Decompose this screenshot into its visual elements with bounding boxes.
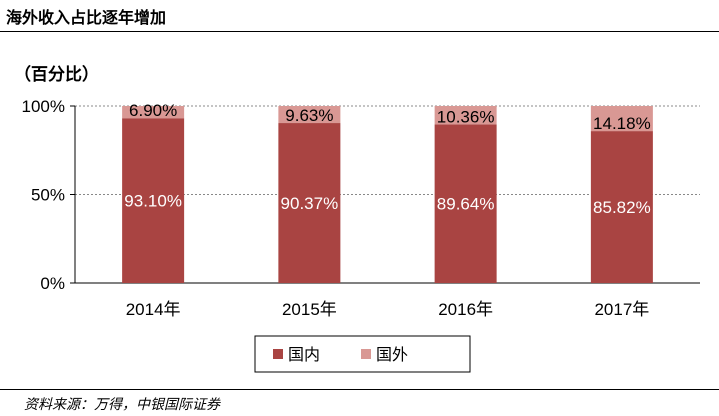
data-label: 9.63% xyxy=(285,106,333,125)
data-label: 6.90% xyxy=(129,101,177,120)
data-label: 89.64% xyxy=(437,195,495,214)
bar-overseas xyxy=(590,106,653,132)
data-label: 90.37% xyxy=(281,194,339,213)
legend-swatch-overseas xyxy=(361,349,371,359)
source-note: 资料来源：万得，中银国际证券 xyxy=(24,397,220,413)
unit-label: （百分比） xyxy=(14,65,99,85)
data-label: 85.82% xyxy=(593,198,651,217)
legend-label-overseas: 国外 xyxy=(376,345,408,364)
bar-domestic xyxy=(278,123,341,283)
x-tick-label: 2017年 xyxy=(594,300,649,319)
chart-title: 海外收入占比逐年增加 xyxy=(6,8,167,27)
bar-domestic xyxy=(122,118,185,283)
bar-domestic xyxy=(590,131,653,283)
bar-overseas xyxy=(122,106,185,119)
data-label: 14.18% xyxy=(593,114,651,133)
y-tick-label: 50% xyxy=(31,186,65,205)
bar-domestic xyxy=(434,124,497,284)
data-label: 10.36% xyxy=(437,107,495,126)
title-divider xyxy=(0,31,719,32)
legend-label-domestic: 国内 xyxy=(288,345,320,364)
legend-swatch-domestic xyxy=(273,349,283,359)
x-tick-label: 2015年 xyxy=(282,300,337,319)
bar-overseas xyxy=(278,106,341,124)
bar-overseas xyxy=(434,106,497,125)
y-tick-label: 0% xyxy=(40,274,65,293)
x-tick-label: 2016年 xyxy=(438,300,493,319)
y-tick-label: 100% xyxy=(22,97,65,116)
x-tick-label: 2014年 xyxy=(126,300,181,319)
source-divider xyxy=(0,389,719,390)
data-label: 93.10% xyxy=(124,192,182,211)
stacked-bar-chart: 0% 50% 100% 93.10% 6.90% 2014年 90.37% 9.63% 2015… xyxy=(22,97,700,373)
